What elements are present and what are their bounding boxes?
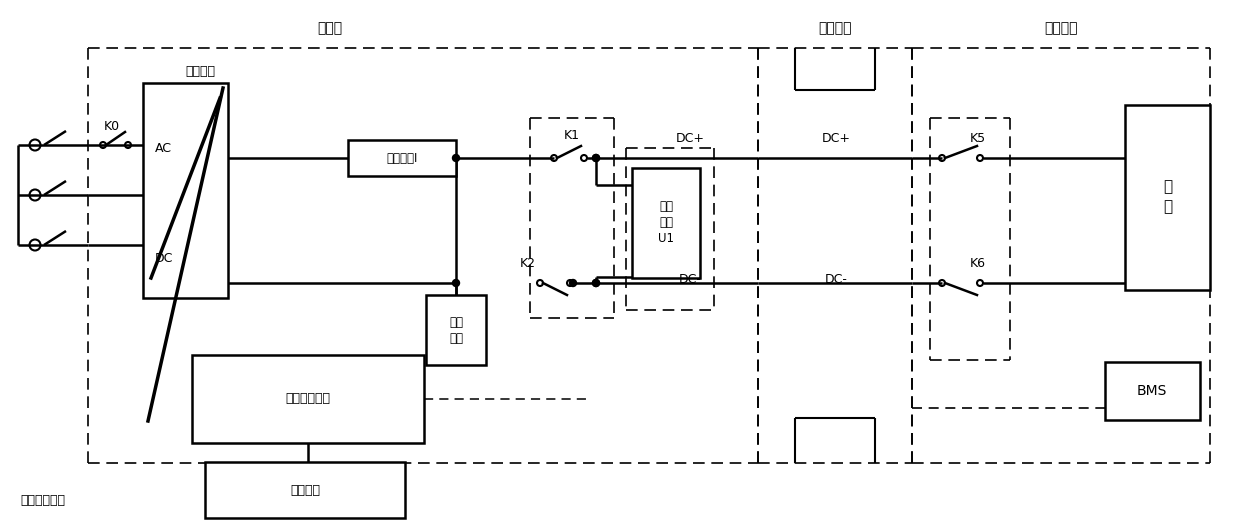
Text: 绣缘
检测: 绣缘 检测 bbox=[449, 316, 463, 345]
Text: 电流测量I: 电流测量I bbox=[387, 151, 418, 164]
Bar bbox=[1105, 362, 1200, 420]
Circle shape bbox=[593, 279, 599, 287]
Bar bbox=[205, 462, 405, 518]
Circle shape bbox=[453, 154, 460, 161]
Bar bbox=[192, 355, 424, 443]
Circle shape bbox=[593, 279, 599, 287]
Text: K6: K6 bbox=[970, 257, 986, 270]
Text: 充电桩: 充电桩 bbox=[317, 21, 342, 35]
Circle shape bbox=[593, 154, 599, 161]
Bar bbox=[632, 168, 701, 278]
Text: 人机界面: 人机界面 bbox=[290, 483, 320, 496]
Circle shape bbox=[593, 154, 599, 161]
Text: 三相进线电源: 三相进线电源 bbox=[20, 493, 64, 506]
Text: DC-: DC- bbox=[678, 273, 702, 286]
Text: DC+: DC+ bbox=[821, 132, 851, 145]
Text: K2: K2 bbox=[520, 257, 536, 270]
Text: 车辆接口: 车辆接口 bbox=[818, 21, 852, 35]
Text: DC+: DC+ bbox=[676, 132, 704, 145]
Text: 电动汽车: 电动汽车 bbox=[1044, 21, 1078, 35]
Bar bbox=[427, 295, 486, 365]
Text: BMS: BMS bbox=[1137, 384, 1167, 398]
Bar bbox=[348, 140, 456, 176]
Text: K5: K5 bbox=[970, 132, 986, 145]
Text: 充电模块: 充电模块 bbox=[185, 65, 215, 78]
Text: 充电桩控制器: 充电桩控制器 bbox=[285, 393, 331, 405]
Text: K1: K1 bbox=[564, 129, 580, 142]
Text: DC: DC bbox=[155, 251, 174, 265]
Text: K0: K0 bbox=[104, 120, 120, 133]
Text: 电
池: 电 池 bbox=[1163, 180, 1172, 214]
Circle shape bbox=[569, 279, 577, 287]
Text: 电压
测量
U1: 电压 测量 U1 bbox=[658, 200, 675, 246]
Text: DC-: DC- bbox=[825, 273, 847, 286]
Bar bbox=[1125, 105, 1210, 290]
Bar bbox=[143, 83, 228, 298]
Circle shape bbox=[453, 279, 460, 287]
Text: AC: AC bbox=[155, 142, 172, 154]
